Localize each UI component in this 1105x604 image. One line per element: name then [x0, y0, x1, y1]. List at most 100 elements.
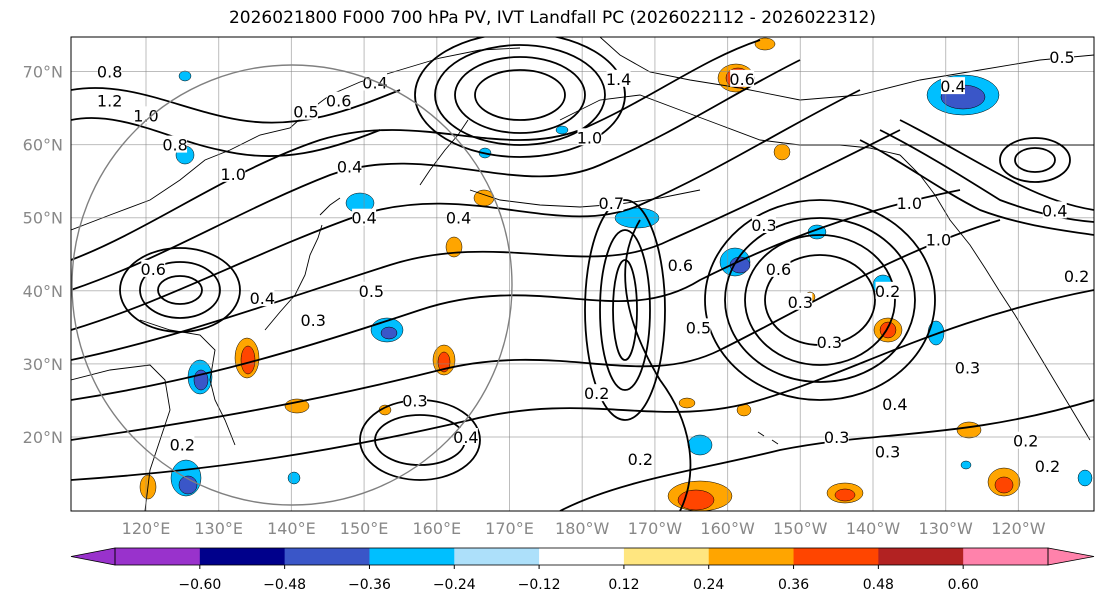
contour-label-bg	[897, 194, 922, 212]
pv-shade-blob	[240, 345, 256, 375]
coastline	[757, 431, 765, 437]
lon-tick-label: 160°W	[700, 519, 755, 538]
colorbar-segment	[963, 548, 1049, 565]
contour-label: 0.4	[337, 158, 362, 177]
colorbar-tick-label: −0.12	[518, 577, 561, 593]
contour-label-bg	[1013, 431, 1038, 449]
colorbar-tick-label: 0.12	[608, 577, 639, 593]
contour-label: 0.5	[1049, 48, 1074, 67]
contour-line	[724, 217, 916, 383]
contour-label-bg	[359, 281, 384, 299]
coastline	[419, 119, 469, 186]
colorbar-outline	[114, 547, 1049, 566]
contour-label-bg	[668, 256, 693, 274]
lat-tick-label: 20°N	[23, 428, 63, 447]
contour-line	[71, 59, 801, 291]
contour-label: 0.6	[141, 260, 166, 279]
contour-label-bg	[686, 318, 711, 336]
contour-label: 0.3	[824, 428, 849, 447]
contour-label: 0.6	[668, 256, 693, 275]
contour-line	[71, 87, 401, 124]
lat-tick-label: 40°N	[23, 282, 63, 301]
contour-label-bg	[730, 69, 755, 87]
contour-label: 1.0	[577, 128, 602, 147]
colorbar-tick-label: 0.48	[863, 577, 894, 593]
pv-shade-blob	[677, 489, 715, 511]
colorbar-segment	[878, 548, 964, 565]
lat-tick-label: 30°N	[23, 355, 63, 374]
contour-label: 0.6	[326, 92, 351, 111]
lon-tick-label: 120°W	[991, 519, 1046, 538]
contour-line	[859, 139, 1094, 236]
contour-label-bg	[453, 428, 478, 445]
contour-label: 0.7	[599, 194, 624, 213]
contour-label: 0.4	[362, 73, 387, 92]
contour-line	[434, 44, 606, 146]
contour-label: 1.0	[133, 106, 158, 125]
contour-line	[474, 69, 566, 121]
chart-title: 2026021800 F000 700 hPa PV, IVT Landfall…	[228, 8, 876, 28]
contour-label-bg	[1042, 201, 1067, 219]
contour-label: 0.5	[686, 318, 711, 337]
contour-line	[999, 137, 1071, 183]
pv-shade-blob	[678, 397, 696, 409]
contour-label-bg	[577, 128, 602, 146]
contour-line	[157, 275, 203, 305]
contour-label: 0.4	[453, 428, 478, 447]
contour-label-bg	[817, 332, 842, 350]
lon-tick-label: 130°E	[194, 519, 243, 538]
contour-label: 0.4	[351, 209, 376, 228]
contour-label: 0.8	[97, 63, 122, 82]
contour-label: 0.5	[359, 282, 384, 301]
lat-tick-label: 60°N	[23, 136, 63, 155]
colorbar-segment	[708, 548, 795, 565]
pv-shade-blob	[437, 351, 451, 373]
contour-label: 1.0	[926, 231, 951, 250]
coastline	[264, 224, 323, 331]
contour-label: 0.2	[875, 282, 900, 301]
map-frame	[70, 36, 1095, 512]
colorbar-segment	[115, 548, 201, 565]
colorbar-segment	[539, 548, 625, 565]
range-circle-line	[71, 64, 513, 506]
colorbar-tick-label: −0.48	[263, 577, 306, 593]
contour-line	[71, 189, 961, 401]
colorbar-tick-label: −0.60	[178, 577, 221, 593]
contour-label-bg	[824, 428, 849, 445]
coastline	[319, 197, 341, 216]
lon-tick-label: 160°E	[412, 519, 461, 538]
pv-shade-blob	[555, 125, 569, 135]
colorbar-segment	[199, 548, 286, 565]
contour-label-bg	[163, 135, 188, 153]
contour-line	[414, 37, 626, 158]
contour-label: 1.0	[897, 194, 922, 213]
colorbar-segment	[793, 548, 879, 565]
colorbar-segment	[623, 548, 710, 565]
lon-tick-label: 120°E	[122, 519, 171, 538]
contour-label-bg	[352, 208, 377, 226]
contour-label: 0.6	[729, 70, 754, 89]
contour-label-bg	[1035, 457, 1060, 475]
contour-label: 0.4	[446, 209, 471, 228]
colorbar-segment	[284, 548, 370, 565]
contour-label: 0.3	[875, 443, 900, 462]
contour-label: 0.4	[1042, 201, 1067, 220]
longitude-tick-labels: 120°E 130°E 140°E 150°E 160°E 170°E 180°W 170°W…	[122, 519, 1046, 538]
contour-line	[624, 219, 692, 511]
pv-shade-blob	[773, 143, 791, 161]
lon-tick-label: 170°W	[628, 519, 683, 538]
pv-shade-blob	[960, 460, 972, 470]
lat-tick-label: 70°N	[23, 63, 63, 82]
contour-label: 1.0	[221, 165, 246, 184]
contour-line	[612, 259, 638, 361]
contour-label: 0.6	[766, 260, 791, 279]
contour-label-bg	[446, 208, 471, 226]
coastline	[771, 439, 779, 445]
contour-label-bg	[955, 358, 980, 376]
colorbar-tick-label: −0.24	[433, 577, 476, 593]
contour-line	[71, 129, 901, 361]
lon-tick-label: 150°W	[773, 519, 828, 538]
contour-line	[71, 289, 1094, 481]
contour-label: 0.2	[584, 384, 609, 403]
